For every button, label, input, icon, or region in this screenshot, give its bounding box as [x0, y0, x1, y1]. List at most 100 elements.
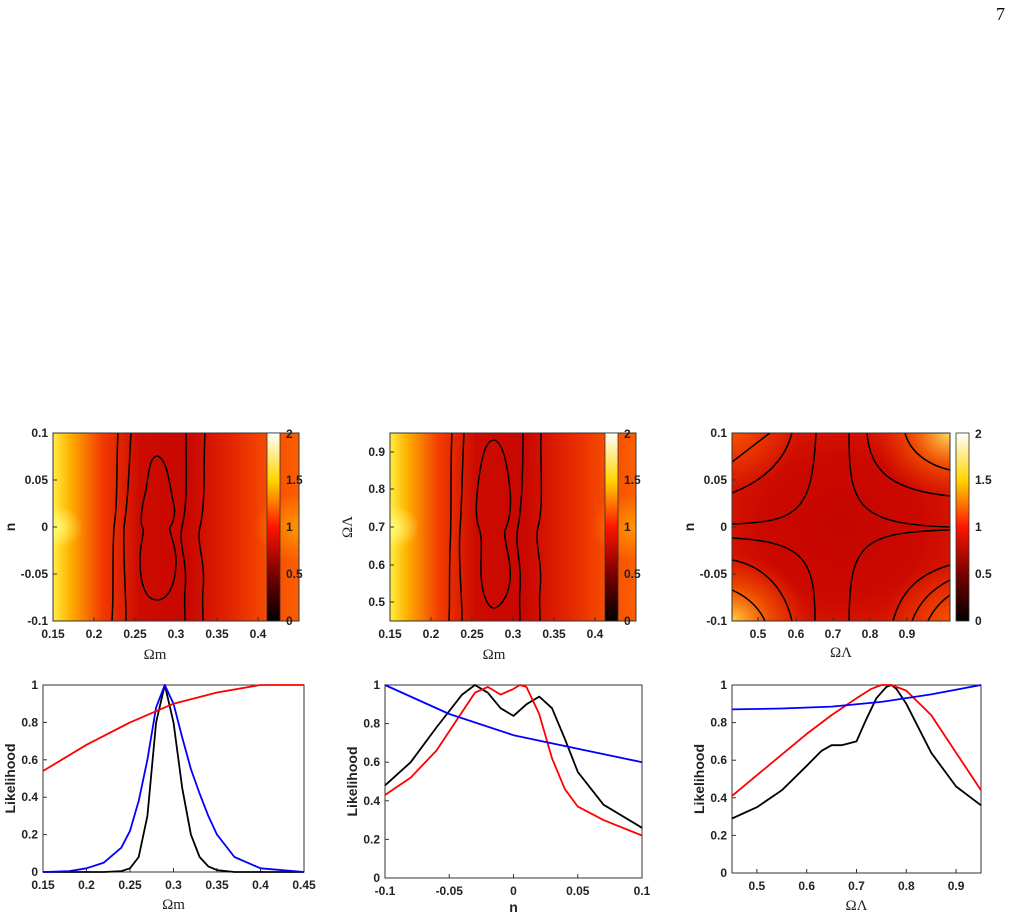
- series-line: [731, 684, 982, 820]
- y-axis-label: Likelihood: [344, 747, 360, 817]
- heatmap-n-vs-omega-m: 0.15 0.2 0.25 0.3 0.35 0.4 -0.1 -0.05 0 …: [2, 426, 303, 663]
- colorbar-gradient: [604, 432, 619, 622]
- x-tick-label: 0.25: [118, 878, 142, 892]
- x-axis-label: ΩΛ: [845, 898, 867, 914]
- y-tick-label: 0.1: [710, 426, 727, 440]
- contour-line: [536, 432, 543, 622]
- y-tick-label: 0.05: [25, 473, 49, 487]
- y-tick-label: 0: [373, 871, 380, 885]
- x-tick-label: 0.3: [165, 878, 182, 892]
- colorbar-tick-label: 2: [624, 427, 631, 441]
- contour-line: [111, 432, 119, 622]
- colorbar-tick-label: 1: [624, 520, 631, 534]
- colorbar-gradient: [266, 432, 281, 622]
- contour-lines: [448, 432, 543, 622]
- y-tick-label: 0.8: [363, 717, 380, 731]
- y-tick-label: 0.8: [21, 715, 38, 729]
- contour-line: [516, 432, 524, 622]
- y-axis-label: Likelihood: [2, 744, 18, 814]
- x-tick-label: -0.05: [436, 884, 464, 898]
- x-tick-label: -0.1: [375, 884, 396, 898]
- y-tick-label: 1: [720, 678, 727, 692]
- y-tick-label: 0.4: [21, 790, 38, 804]
- axes-box: [731, 684, 982, 874]
- contour-lines: [731, 432, 951, 622]
- contour-line: [866, 432, 951, 497]
- contour-line: [892, 564, 951, 622]
- x-tick-label: 0.5: [750, 627, 767, 641]
- contour-line: [198, 432, 206, 622]
- x-axis-label: Ωm: [162, 897, 185, 913]
- contour-line: [731, 432, 817, 525]
- contour-line: [180, 432, 188, 622]
- x-tick-label: 0.9: [899, 627, 916, 641]
- colorbar-tick-label: 1.5: [624, 473, 641, 487]
- x-tick-label: 0.2: [423, 627, 440, 641]
- x-tick-label: 0.35: [205, 627, 229, 641]
- heatmap-n-vs-omega-lambda: 0.5 0.6 0.7 0.8 0.9 -0.1 -0.05 0 0.05 0.…: [681, 426, 992, 661]
- colorbar: 0 0.5 1 1.5 2: [266, 427, 303, 628]
- y-tick-label: 0.4: [363, 794, 380, 808]
- contour-line: [458, 432, 465, 622]
- colorbar-tick-label: 1.5: [286, 473, 303, 487]
- contour-line: [448, 432, 453, 622]
- y-tick-label: -0.1: [27, 614, 48, 628]
- x-tick-label: 0.25: [123, 627, 147, 641]
- likelihood-plot-omega-m: 0.15 0.2 0.25 0.3 0.35 0.4 0.45 0 0.2 0.4 0.6 0.8 1 Ω…: [2, 678, 316, 913]
- contour-line: [123, 432, 132, 622]
- likelihood-plot-omega-lambda: 0.5 0.6 0.7 0.8 0.9 0 0.2 0.4 0.6 0.8 1 ΩΛ Likelihoo…: [691, 678, 982, 914]
- y-tick-label: -0.05: [700, 567, 728, 581]
- x-axis-label: n: [509, 899, 518, 915]
- colorbar-tick-label: 1: [286, 520, 293, 534]
- x-axis-label: ΩΛ: [830, 645, 852, 661]
- y-tick-label: 0.8: [368, 482, 385, 496]
- x-tick-label: 0.4: [587, 627, 604, 641]
- x-tick-label: 0.5: [749, 879, 766, 893]
- y-axis-label: Likelihood: [691, 744, 707, 814]
- y-tick-label: 0.2: [710, 828, 727, 842]
- colorbar-tick-label: 0.5: [286, 567, 303, 581]
- x-tick-label: 0.8: [898, 879, 915, 893]
- colorbar-tick-label: 1: [975, 520, 982, 534]
- x-tick-label: 0.05: [566, 884, 590, 898]
- heatmap-omega-lambda-vs-omega-m: 0.15 0.2 0.25 0.3 0.35 0.4 0.5 0.6 0.7 0…: [340, 427, 641, 663]
- y-tick-label: -0.1: [706, 614, 727, 628]
- x-ticks: 0.15 0.2 0.25 0.3 0.35 0.4: [41, 617, 267, 641]
- contour-line: [475, 439, 512, 609]
- heatmap-glow-right: [390, 433, 636, 621]
- x-tick-label: 0.2: [86, 627, 103, 641]
- series-line: [42, 684, 305, 873]
- contour-line: [731, 589, 766, 622]
- x-axis-label: Ωm: [483, 647, 506, 663]
- likelihood-plot-n: -0.1 -0.05 0 0.05 0.1 0 0.2 0.4 0.6 0.8 1 n Likeliho…: [344, 678, 651, 915]
- y-tick-label: 0.1: [31, 426, 48, 440]
- series-line: [731, 684, 982, 711]
- colorbar: 0 0.5 1 1.5 2: [955, 427, 992, 628]
- x-tick-label: 0.3: [505, 627, 522, 641]
- colorbar-tick-label: 0: [624, 614, 631, 628]
- contour-line: [904, 432, 951, 471]
- heatmap-glow-right: [53, 433, 299, 621]
- contour-line: [731, 559, 793, 622]
- series-line: [384, 684, 643, 837]
- axes-box: [42, 684, 305, 873]
- y-tick-label: 0.5: [368, 595, 385, 609]
- x-tick-label: 0: [510, 884, 517, 898]
- series-line: [731, 684, 982, 797]
- series-line: [42, 684, 304, 772]
- y-tick-label: 0: [720, 520, 727, 534]
- y-axis-label: n: [681, 523, 697, 532]
- x-tick-label: 0.15: [378, 627, 402, 641]
- colorbar: 0 0.5 1 1.5 2: [604, 427, 641, 628]
- y-tick-label: 1: [373, 678, 380, 692]
- x-tick-label: 0.35: [542, 627, 566, 641]
- colorbar-tick-label: 0.5: [975, 567, 992, 581]
- y-axis-label: n: [2, 523, 18, 532]
- contour-line: [139, 455, 177, 601]
- x-tick-label: 0.7: [825, 627, 842, 641]
- colorbar-tick-label: 2: [975, 427, 982, 441]
- colorbar-tick-label: 0.5: [624, 567, 641, 581]
- contour-line: [911, 579, 951, 622]
- y-tick-label: 0.6: [710, 753, 727, 767]
